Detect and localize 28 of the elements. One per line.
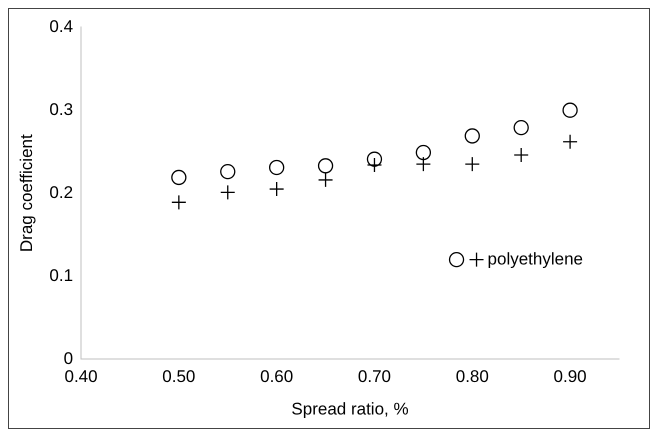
point bbox=[416, 144, 432, 160]
y-tick-label: 0.1 bbox=[49, 266, 74, 285]
point bbox=[416, 156, 432, 172]
point bbox=[269, 160, 284, 176]
point bbox=[220, 164, 236, 180]
x-tick-label: 0.70 bbox=[358, 367, 392, 386]
point bbox=[562, 134, 578, 150]
y-axis-title: Drag coefficient bbox=[16, 134, 36, 252]
x-axis-title: Spread ratio, % bbox=[291, 399, 409, 418]
point bbox=[562, 102, 578, 118]
point bbox=[318, 158, 334, 174]
x-tick-label: 0.80 bbox=[456, 367, 489, 386]
x-tick-label: 0.90 bbox=[554, 367, 587, 386]
point bbox=[366, 152, 382, 167]
y-tick-label: 0 bbox=[64, 348, 74, 368]
y-tick-label: 0.4 bbox=[49, 16, 74, 36]
point bbox=[171, 170, 186, 186]
y-tick-label: 0.3 bbox=[49, 100, 74, 119]
x-tick-label: 0.60 bbox=[260, 367, 294, 386]
point bbox=[464, 128, 480, 144]
point bbox=[318, 172, 334, 188]
y-tick-label: 0.2 bbox=[49, 182, 74, 202]
x-tick-label: 0.50 bbox=[162, 367, 196, 386]
point bbox=[269, 181, 284, 197]
point bbox=[514, 120, 529, 136]
x-tick-label: 0.40 bbox=[64, 367, 98, 386]
legend-label: polyethylene bbox=[488, 249, 584, 268]
point bbox=[514, 147, 529, 163]
